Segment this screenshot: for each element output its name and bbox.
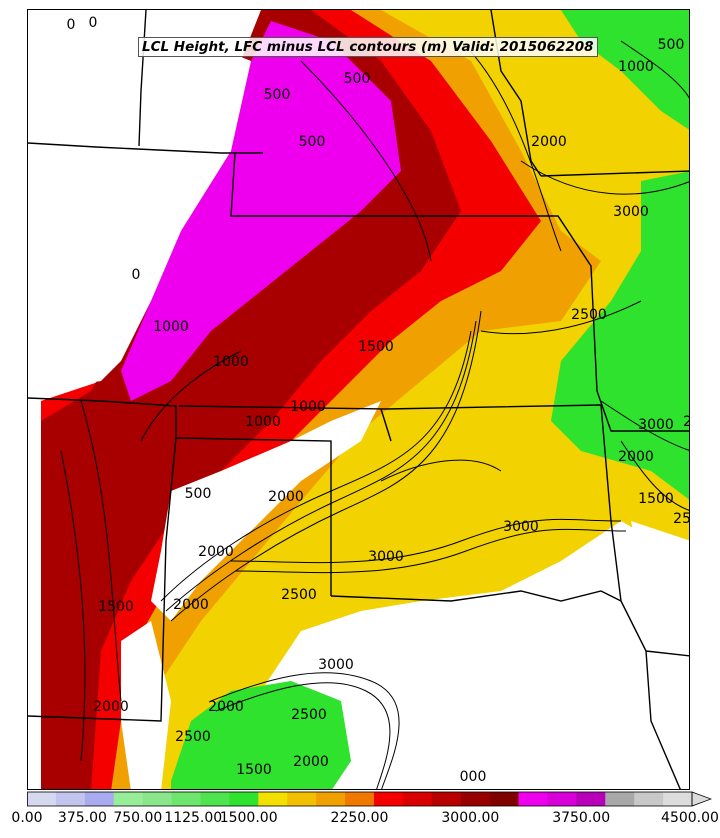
contour-label: 1500 [236, 762, 272, 778]
contour-label: 0 [89, 15, 98, 31]
map-canvas: 0050050050010001000100010001500150015001… [28, 10, 690, 789]
colorbar-segment [171, 792, 201, 806]
blank-west [28, 10, 251, 391]
colorbar-segment [402, 792, 433, 806]
contour-label: 1000 [245, 414, 281, 430]
blank-center [151, 401, 381, 621]
contour-label: 3000 [613, 204, 649, 220]
map-panel: 0 0 500 500 500 1000 1000 1000 1000 1500 1500 1500 1… [27, 9, 690, 790]
contour-label: 2500 [281, 587, 317, 603]
colorbar-segment [605, 792, 635, 806]
contour-label: 2000 [683, 414, 690, 430]
colorbar-segment [316, 792, 346, 806]
colorbar-segment [142, 792, 173, 806]
colorbar-segment [431, 792, 462, 806]
contour-label: 2000 [208, 699, 244, 715]
colorbar-outline [27, 791, 693, 807]
contour-label: 1500 [638, 491, 674, 507]
contour-label: 3000 [503, 519, 539, 535]
contour-label: 000 [460, 769, 487, 785]
shaded-fill [28, 10, 689, 789]
colorbar-extend-arrow [691, 791, 712, 807]
contour-label: 0 [132, 267, 141, 283]
contour-label: 2500 [175, 729, 211, 745]
contour-label: 2000 [618, 449, 654, 465]
contour-label: 2000 [531, 134, 567, 150]
colorbar-segment [489, 792, 520, 806]
colorbar-segment [287, 792, 317, 806]
contour-label: 500 [344, 71, 371, 87]
blank-south [361, 591, 689, 789]
fill-green-e [551, 171, 689, 500]
contour-label: 2500 [571, 307, 607, 323]
contour-label: 1500 [98, 599, 134, 615]
colorbar-tick-label: 3750.00 [552, 810, 611, 826]
colorbar-tick-label: 0.00 [11, 810, 43, 826]
contour-label: 2000 [268, 489, 304, 505]
contour-label: 500 [658, 37, 685, 53]
contour-label: 500 [185, 486, 212, 502]
colorbar-tick-label: 4500.00 [661, 810, 719, 826]
contour-label: 2000 [293, 754, 329, 770]
colorbar-segment [345, 792, 375, 806]
colorbar-tick-label: 375.00 [57, 810, 107, 826]
colorbar-segment [55, 792, 86, 806]
contour-label: 1000 [290, 399, 326, 415]
contour-label: 2000 [173, 597, 209, 613]
contour-label: 0 [67, 17, 76, 33]
contour-label: 500 [299, 134, 326, 150]
colorbar-segment [663, 792, 693, 806]
colorbar-segment [547, 792, 577, 806]
colorbar-segment [229, 792, 259, 806]
colorbar-tick-label: 1500.00 [219, 810, 278, 826]
contour-label: 1000 [213, 354, 249, 370]
colorbar-segment [576, 792, 606, 806]
colorbar-segment [460, 792, 491, 806]
colorbar-tick-label: 2250.00 [330, 810, 389, 826]
contour-label: 3000 [368, 549, 404, 565]
colorbar [27, 791, 712, 807]
colorbar-segment [27, 792, 57, 806]
contour-label: 1500 [358, 339, 394, 355]
contour-label: 3000 [318, 657, 354, 673]
contour-labels: 0050050050010001000100010001500150015001… [67, 15, 690, 785]
colorbar-segment [113, 792, 144, 806]
contour-label: 500 [264, 87, 291, 103]
contour-label: 3000 [638, 417, 674, 433]
colorbar-tick-label: 1125.00 [164, 810, 223, 826]
contour-label: 2500 [673, 511, 690, 527]
contour-label: 1000 [153, 319, 189, 335]
colorbar-segment [84, 792, 115, 806]
state-boundaries [28, 10, 689, 789]
fill-green-s [171, 681, 351, 789]
contour-label: 2000 [198, 544, 234, 560]
colorbar-tick-label: 750.00 [113, 810, 163, 826]
colorbar-segment [634, 792, 664, 806]
map-title: LCL Height, LFC minus LCL contours (m) V… [138, 37, 598, 57]
contour-label: 2000 [93, 699, 129, 715]
colorbar-segment [200, 792, 230, 806]
contour-label: 2500 [291, 707, 327, 723]
colorbar-segment [518, 792, 548, 806]
blank-sw [121, 621, 171, 789]
contour-label: 1000 [618, 59, 654, 75]
blank-se [631, 521, 689, 789]
fill-magenta [121, 21, 401, 401]
colorbar-segment [373, 792, 404, 806]
colorbar-segment [258, 792, 288, 806]
colorbar-tick-label: 3000.00 [441, 810, 500, 826]
